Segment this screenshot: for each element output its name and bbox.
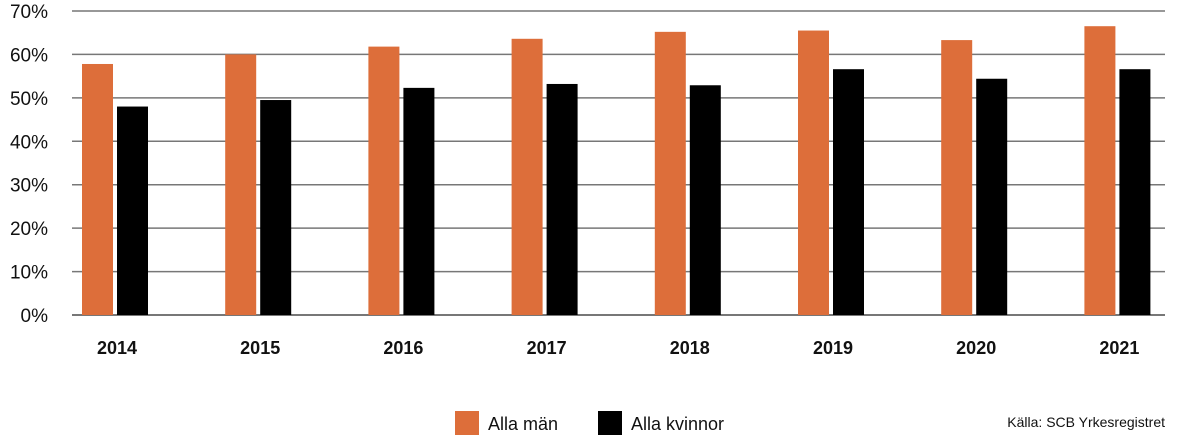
bar-men-2016 [368, 46, 400, 316]
x-tick-label: 2019 [813, 338, 853, 358]
y-tick-label: 0% [21, 306, 49, 327]
bar-men-2018 [654, 31, 686, 316]
bar-women-2014 [117, 106, 148, 316]
legend-swatch [598, 411, 622, 435]
bar-men-2015 [225, 54, 257, 316]
y-tick-label: 20% [10, 219, 48, 240]
y-tick-label: 60% [10, 45, 48, 66]
x-tick-label: 2016 [383, 338, 423, 358]
y-tick-label: 40% [10, 132, 48, 153]
x-tick-label: 2021 [1099, 338, 1139, 358]
bar-women-2021 [1119, 69, 1151, 316]
bar-women-2019 [833, 69, 864, 316]
y-tick-label: 30% [10, 176, 48, 197]
x-tick-label: 2014 [97, 338, 137, 358]
x-tick-label: 2017 [527, 338, 567, 358]
bar-women-2020 [976, 78, 1008, 316]
bar-men-2020 [941, 40, 973, 316]
bar-men-2019 [798, 30, 829, 316]
bar-men-2021 [1084, 26, 1116, 315]
legend-swatch [455, 411, 479, 435]
bar-women-2016 [403, 87, 435, 316]
legend-label: Alla kvinnor [631, 414, 724, 434]
source-note: Källa: SCB Yrkesregistret [1007, 414, 1165, 430]
bar-women-2015 [260, 100, 292, 316]
bar-men-2017 [511, 38, 543, 316]
bar-men-2014 [82, 63, 113, 316]
x-tick-label: 2020 [956, 338, 996, 358]
y-tick-label: 10% [10, 263, 48, 284]
x-tick-label: 2015 [240, 338, 280, 358]
x-tick-label: 2018 [670, 338, 710, 358]
y-tick-label: 50% [10, 89, 48, 110]
y-tick-label: 70% [10, 2, 48, 23]
legend-label: Alla män [488, 414, 558, 434]
bar-women-2018 [689, 85, 721, 316]
bar-women-2017 [546, 83, 578, 316]
